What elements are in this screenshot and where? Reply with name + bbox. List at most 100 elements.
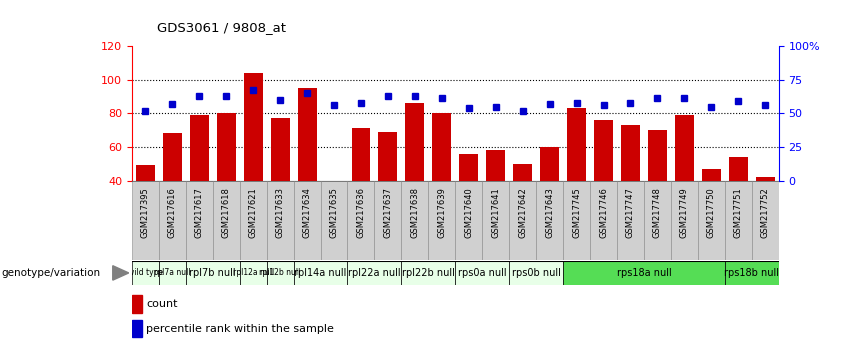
Bar: [428, 181, 455, 260]
Text: rpl7b null: rpl7b null: [190, 268, 236, 278]
Text: GSM217751: GSM217751: [734, 187, 743, 238]
Text: genotype/variation: genotype/variation: [2, 268, 100, 278]
Text: GSM217643: GSM217643: [545, 187, 554, 238]
Bar: [567, 108, 586, 181]
Bar: [405, 103, 425, 181]
Bar: [513, 164, 532, 181]
Bar: [509, 261, 563, 285]
Text: GSM217621: GSM217621: [248, 187, 258, 238]
Bar: [563, 181, 590, 260]
Bar: [590, 181, 617, 260]
Text: GSM217395: GSM217395: [141, 187, 150, 238]
Bar: [486, 150, 505, 181]
Text: GSM217617: GSM217617: [195, 187, 203, 238]
Bar: [402, 261, 455, 285]
Text: GSM217616: GSM217616: [168, 187, 177, 238]
Text: GSM217633: GSM217633: [276, 187, 284, 238]
Text: GSM217638: GSM217638: [410, 187, 420, 238]
Text: rps18b null: rps18b null: [724, 268, 780, 278]
Bar: [379, 132, 397, 181]
Bar: [455, 181, 483, 260]
Bar: [698, 181, 725, 260]
Bar: [455, 261, 509, 285]
Bar: [374, 181, 402, 260]
Bar: [536, 181, 563, 260]
Text: rpl7a null: rpl7a null: [154, 268, 191, 278]
Bar: [186, 261, 240, 285]
Bar: [671, 181, 698, 260]
Text: GSM217618: GSM217618: [222, 187, 231, 238]
Bar: [294, 261, 347, 285]
Bar: [351, 129, 370, 181]
Text: GSM217636: GSM217636: [357, 187, 365, 238]
Bar: [132, 261, 159, 285]
Bar: [266, 181, 294, 260]
Text: GSM217749: GSM217749: [680, 187, 688, 238]
Bar: [159, 181, 186, 260]
Bar: [751, 181, 779, 260]
Bar: [675, 115, 694, 181]
Bar: [644, 181, 671, 260]
Text: GSM217750: GSM217750: [707, 187, 716, 238]
Bar: [266, 261, 294, 285]
Bar: [563, 261, 725, 285]
Text: rps18a null: rps18a null: [616, 268, 671, 278]
Bar: [594, 120, 613, 181]
Text: count: count: [146, 299, 178, 309]
Text: GSM217640: GSM217640: [465, 187, 473, 238]
Text: GDS3061 / 9808_at: GDS3061 / 9808_at: [157, 21, 287, 34]
Text: wild type: wild type: [128, 268, 163, 278]
Text: rps0a null: rps0a null: [458, 268, 506, 278]
Text: GSM217641: GSM217641: [491, 187, 500, 238]
Bar: [190, 115, 208, 181]
Bar: [240, 181, 266, 260]
Text: GSM217639: GSM217639: [437, 187, 446, 238]
Text: GSM217642: GSM217642: [518, 187, 527, 238]
Bar: [621, 125, 640, 181]
Bar: [163, 133, 182, 181]
Bar: [321, 181, 347, 260]
Bar: [347, 181, 374, 260]
Text: GSM217637: GSM217637: [384, 187, 392, 238]
Bar: [702, 169, 721, 181]
Text: GSM217746: GSM217746: [599, 187, 608, 238]
Bar: [213, 181, 240, 260]
Bar: [432, 113, 451, 181]
Bar: [347, 261, 402, 285]
Bar: [402, 181, 428, 260]
Bar: [240, 261, 266, 285]
Text: GSM217635: GSM217635: [329, 187, 339, 238]
Bar: [136, 165, 155, 181]
Bar: [756, 177, 774, 181]
Bar: [243, 73, 263, 181]
Text: rpl14a null: rpl14a null: [294, 268, 346, 278]
Bar: [617, 181, 644, 260]
Text: GSM217748: GSM217748: [653, 187, 662, 238]
Bar: [132, 295, 141, 313]
Text: rpl22a null: rpl22a null: [348, 268, 401, 278]
Text: rpl12a null: rpl12a null: [232, 268, 274, 278]
Text: GSM217745: GSM217745: [572, 187, 581, 238]
Bar: [294, 181, 321, 260]
Text: rpl22b null: rpl22b null: [402, 268, 454, 278]
Text: GSM217752: GSM217752: [761, 187, 769, 238]
Text: rpl12b null: rpl12b null: [260, 268, 300, 278]
Text: rps0b null: rps0b null: [511, 268, 561, 278]
Bar: [728, 157, 748, 181]
Bar: [725, 181, 751, 260]
Bar: [483, 181, 509, 260]
Bar: [460, 154, 478, 181]
Polygon shape: [112, 266, 129, 280]
Bar: [298, 88, 317, 181]
Text: GSM217747: GSM217747: [626, 187, 635, 238]
Bar: [725, 261, 779, 285]
Text: percentile rank within the sample: percentile rank within the sample: [146, 324, 334, 334]
Bar: [648, 130, 667, 181]
Bar: [509, 181, 536, 260]
Bar: [186, 181, 213, 260]
Bar: [540, 147, 559, 181]
Bar: [217, 113, 236, 181]
Bar: [271, 118, 289, 181]
Text: GSM217634: GSM217634: [303, 187, 311, 238]
Bar: [132, 181, 159, 260]
